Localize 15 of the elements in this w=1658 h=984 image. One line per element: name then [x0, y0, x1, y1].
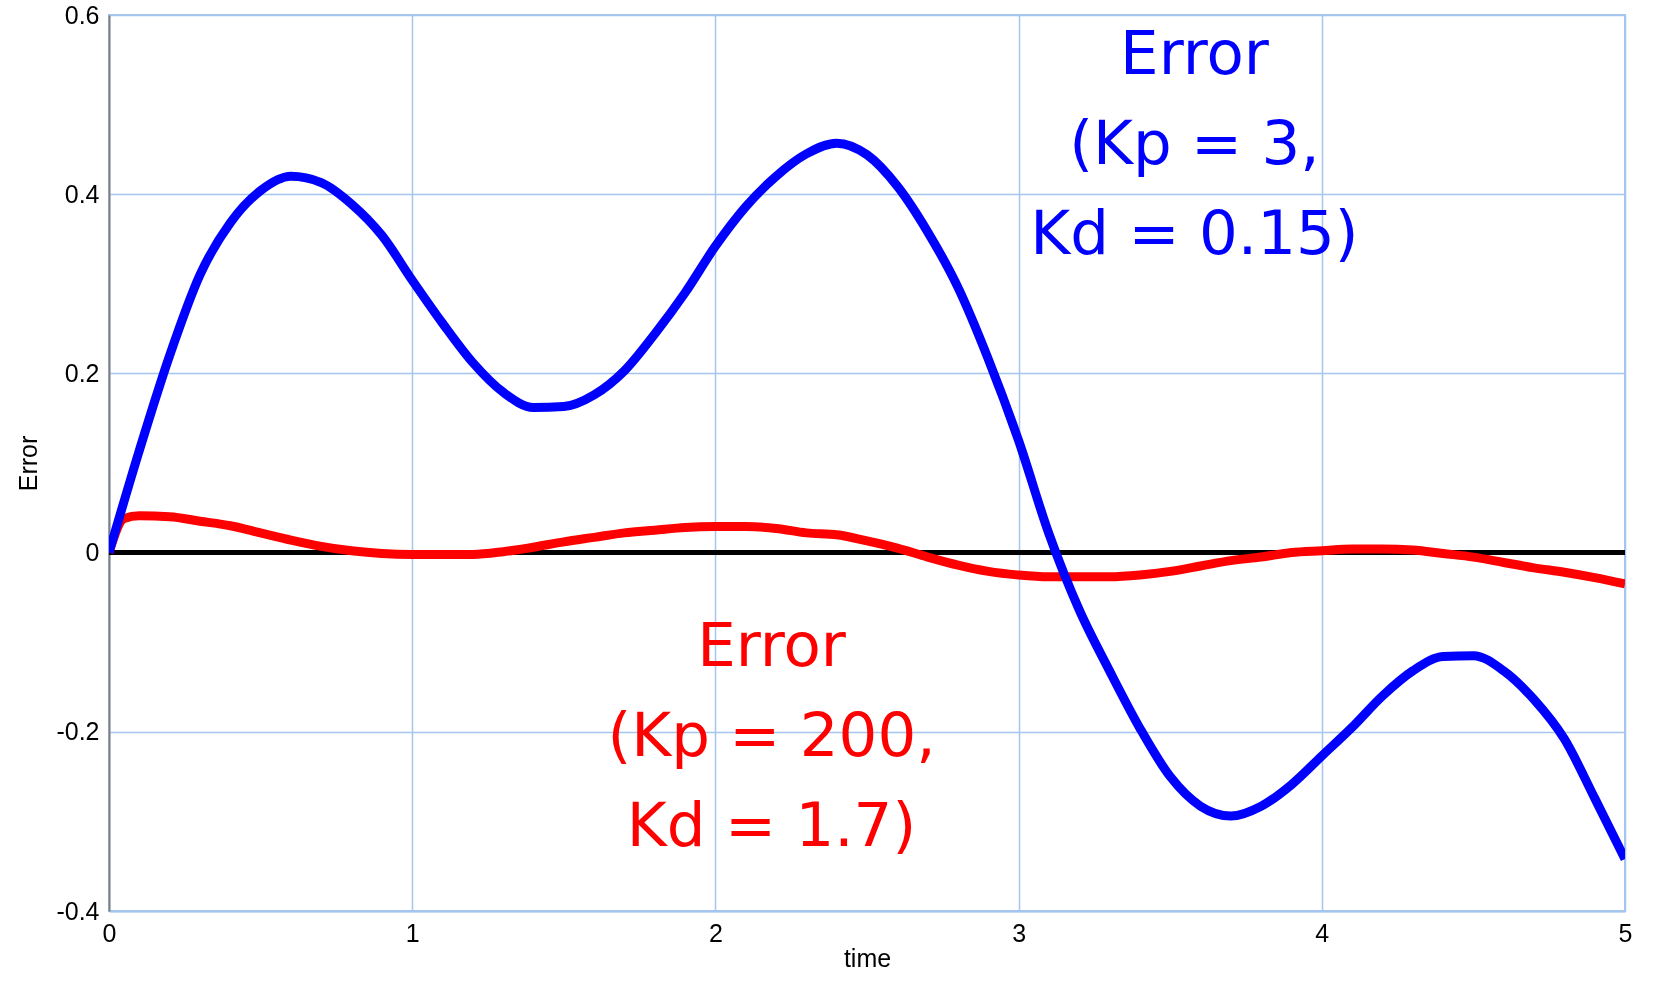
x-axis-title: time	[843, 943, 892, 972]
y-tick-label: 0.2	[64, 358, 100, 387]
x-tick-label: 2	[708, 918, 723, 947]
series-label: Error (Kp = 200, Kd = 1.7)	[607, 609, 936, 861]
series-label: Error (Kp = 3, Kd = 0.15)	[1030, 16, 1359, 268]
y-tick-label: 0.4	[64, 179, 100, 208]
x-tick-label: 4	[1315, 918, 1330, 947]
y-tick-label: 0	[85, 538, 100, 567]
x-tick-label: 3	[1012, 918, 1027, 947]
y-tick-label: -0.4	[56, 896, 100, 925]
y-axis-title: Error	[14, 435, 43, 492]
y-tick-label: -0.2	[56, 717, 100, 746]
y-tick-label: 0.6	[64, 0, 100, 29]
x-tick-label: 1	[405, 918, 420, 947]
x-tick-label: 5	[1618, 918, 1633, 947]
